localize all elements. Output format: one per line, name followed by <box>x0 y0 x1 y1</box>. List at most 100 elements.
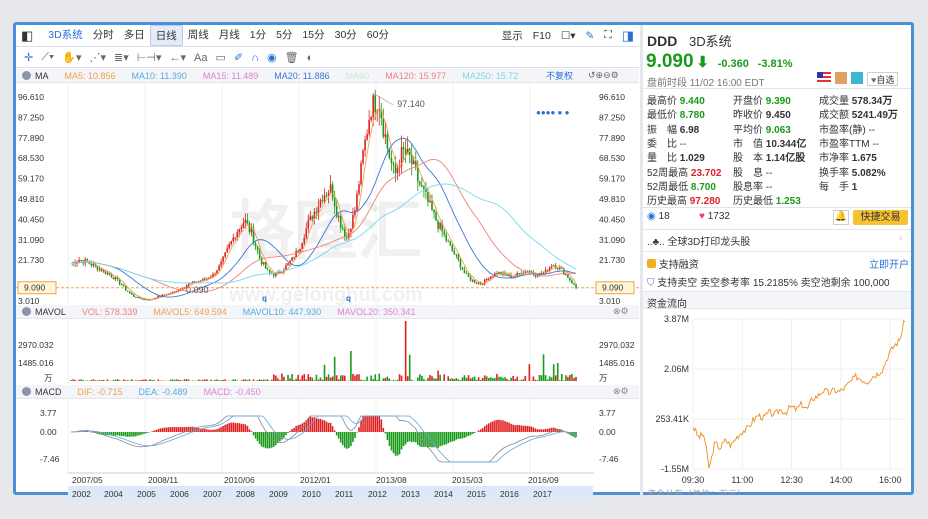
candle-body <box>92 263 95 266</box>
candle-body <box>177 290 180 292</box>
settings-dot-icon[interactable] <box>22 387 31 396</box>
chart-controls-icon[interactable]: ↺⊕⊖⚙ <box>588 70 619 80</box>
volume-bar <box>90 380 93 381</box>
field-value: -- <box>868 124 876 136</box>
period-tab[interactable]: 分时 <box>92 29 114 41</box>
field-value: -- <box>872 138 879 150</box>
price-axis-label: 59.170 <box>599 174 625 184</box>
volume-bar <box>244 379 247 381</box>
volume-bar <box>485 376 488 381</box>
tag-icon[interactable] <box>851 72 863 84</box>
legend-item: MAVOL10: 447.930 <box>242 306 322 317</box>
volume-bar <box>544 375 547 381</box>
candle-body <box>463 269 466 273</box>
fullscreen-icon[interactable]: ⛶ <box>604 29 612 41</box>
crosshair-icon[interactable]: ✛ <box>24 52 34 64</box>
display-menu[interactable]: 显示 <box>501 30 523 42</box>
period-tab[interactable]: 多日 <box>123 29 145 41</box>
volume-bar <box>461 377 464 381</box>
candle-body <box>542 272 545 274</box>
watermark: 格隆汇 <box>230 195 422 267</box>
layout-toggle-icon[interactable]: ◧ <box>21 27 34 43</box>
period-tab[interactable]: 5分 <box>276 29 293 41</box>
volume-bar <box>546 379 549 381</box>
candle-body <box>135 296 137 298</box>
field-label: 换手率 <box>819 167 849 179</box>
candle-body <box>122 285 125 287</box>
candle-body <box>333 198 336 207</box>
volume-bar <box>74 379 76 381</box>
open-account-link[interactable]: 立即开户 <box>869 260 909 271</box>
candle-body <box>433 209 435 213</box>
hand-icon[interactable]: ✋▾ <box>62 52 82 64</box>
period-tab[interactable]: 1分 <box>249 29 267 41</box>
candle-body <box>469 276 472 281</box>
period-tab[interactable]: 日线 <box>149 25 183 46</box>
magnet-icon[interactable]: ∩ <box>251 51 260 64</box>
arrow-icon[interactable]: ←▾ <box>169 52 187 64</box>
watchlist-button[interactable]: ♥自选 <box>867 72 899 86</box>
navigator-bg <box>68 486 593 501</box>
volume-bar <box>327 374 330 381</box>
candle-body <box>161 294 164 297</box>
close-settings-icon[interactable]: ⊗⚙ <box>613 306 629 316</box>
box-menu-icon[interactable]: ☐▾ <box>560 29 576 42</box>
volume-bar <box>421 375 423 381</box>
line-tool-icon[interactable]: ⟋▾ <box>41 51 55 63</box>
quote-field: 历史最低 1.253 <box>733 192 801 207</box>
volume-bar <box>435 378 437 381</box>
settings-dot-icon[interactable] <box>22 71 31 80</box>
candle-body <box>299 248 301 252</box>
field-label: 成交量 <box>819 96 849 107</box>
pen-icon[interactable]: ✐ <box>233 52 244 64</box>
candle-body <box>86 259 89 262</box>
field-value: 8.700 <box>690 181 716 193</box>
range-icon[interactable]: ⊢⊣▾ <box>136 52 162 64</box>
volume-bar <box>384 377 387 381</box>
symbol: DDD <box>647 33 678 49</box>
quick-trade-button[interactable]: 快捷交易 <box>853 210 908 225</box>
f10-button[interactable]: F10 <box>532 29 551 42</box>
comment-icon[interactable]: ▭ <box>215 52 226 64</box>
period-tab[interactable]: 月线 <box>218 29 240 41</box>
candle-body <box>228 243 230 249</box>
candle-body <box>208 277 210 279</box>
period-tab[interactable]: 15分 <box>302 29 325 41</box>
volume-bar <box>106 379 109 381</box>
panel-toggle-icon[interactable]: ◨ <box>621 27 634 43</box>
volume-bar <box>112 379 115 381</box>
likes-count: 1732 <box>707 211 730 222</box>
news-icon[interactable] <box>835 72 847 84</box>
volume-bar <box>550 377 553 381</box>
adjust-toggle[interactable]: 不复权 <box>546 71 574 81</box>
text-icon[interactable]: Aa <box>194 51 208 64</box>
toggle-icon[interactable]: ◐ <box>306 51 314 64</box>
field-value: 6.98 <box>679 124 700 136</box>
chevron-right-icon[interactable]: › <box>899 233 903 244</box>
candle-body <box>447 240 450 242</box>
legend-item: MA15: 11.489 <box>202 70 259 81</box>
fund-flow-y-label: 2.06M <box>664 364 689 374</box>
period-tab[interactable]: 周线 <box>187 29 209 41</box>
quote-field: 成交额 5241.49万 <box>819 106 898 121</box>
close-settings-icon[interactable]: ⊗⚙ <box>613 386 629 396</box>
fib-icon[interactable]: ≣▾ <box>114 52 129 64</box>
field-label: 历史最高 <box>647 196 687 208</box>
candle-body <box>455 254 458 256</box>
field-label: 市净率 <box>819 153 849 165</box>
bell-icon[interactable]: 🔔 <box>833 210 849 225</box>
volume-bar <box>114 379 117 381</box>
polyline-icon[interactable]: ⋰▾ <box>89 52 107 64</box>
candle-body <box>392 163 395 165</box>
eye-icon[interactable]: ◉ <box>267 52 277 64</box>
candle-body <box>477 282 480 284</box>
period-tab[interactable]: 60分 <box>366 29 389 41</box>
price-axis-label: 68.530 <box>18 153 44 163</box>
settings-dot-icon[interactable] <box>22 307 31 316</box>
period-tab[interactable]: 30分 <box>334 29 357 41</box>
period-tab[interactable]: 3D系统 <box>48 29 83 41</box>
trash-icon[interactable]: 🗑 <box>284 52 299 64</box>
stock-chart[interactable]: 96.610 96.610 87.250 87.250 77.890 77.890 68.5… <box>16 83 639 503</box>
pen-icon[interactable]: ✎ <box>585 29 595 42</box>
ma-line-20 <box>70 137 577 298</box>
